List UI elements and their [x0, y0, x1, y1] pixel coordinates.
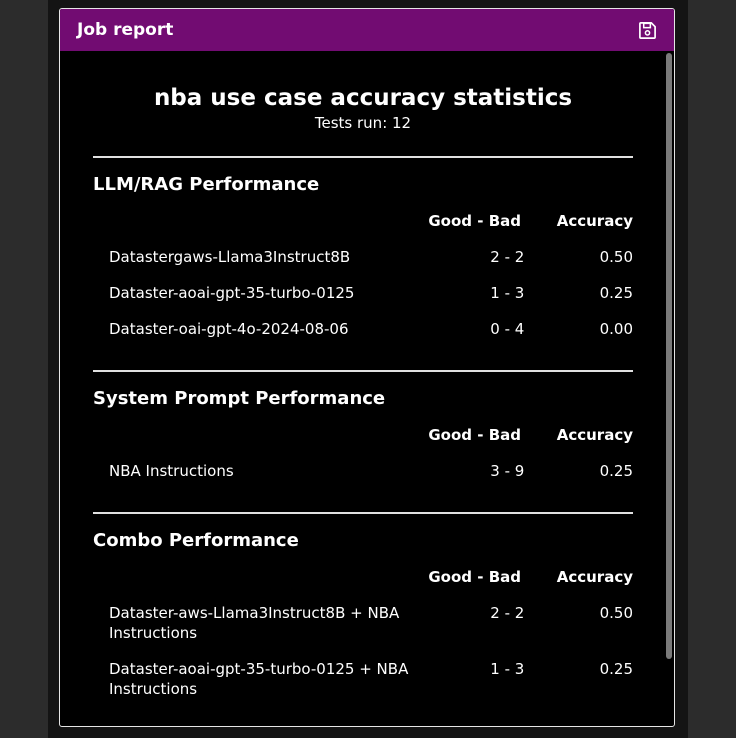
table-row: Datastergaws-Llama3Instruct8B 2 - 2 0.50: [93, 247, 633, 267]
row-good-bad: 1 - 3: [490, 660, 525, 678]
row-accuracy: 0.50: [599, 604, 633, 622]
row-good-bad: 0 - 4: [490, 320, 525, 338]
col-good-bad: Good - Bad: [428, 212, 521, 230]
divider: [93, 370, 633, 372]
col-accuracy: Accuracy: [556, 568, 633, 586]
section-title-prompt: System Prompt Performance: [93, 388, 386, 409]
table-row: Dataster-oai-gpt-4o-2024-08-06 0 - 4 0.0…: [93, 319, 633, 339]
dialog-title: Job report: [77, 20, 174, 40]
row-good-bad: 1 - 3: [490, 284, 525, 302]
row-good-bad: 2 - 2: [490, 604, 525, 622]
row-good-bad: 2 - 2: [490, 248, 525, 266]
section-title-llm: LLM/RAG Performance: [93, 174, 320, 195]
table-row: NBA Instructions 3 - 9 0.25: [93, 461, 633, 481]
col-good-bad: Good - Bad: [428, 426, 521, 444]
row-good-bad: 3 - 9: [490, 462, 525, 480]
table-row: Dataster-aoai-gpt-35-turbo-0125 + NBA In…: [93, 659, 633, 699]
row-name: Dataster-aoai-gpt-35-turbo-0125 + NBA In…: [109, 660, 409, 698]
row-name: NBA Instructions: [109, 462, 234, 480]
col-good-bad: Good - Bad: [428, 568, 521, 586]
section-title-combo: Combo Performance: [93, 530, 299, 551]
row-name: Dataster-aoai-gpt-35-turbo-0125: [109, 284, 355, 302]
job-report-dialog: Job report nba use case accuracy statist…: [59, 8, 675, 727]
table-row: Dataster-aws-Llama3Instruct8B + NBA Inst…: [93, 603, 633, 643]
column-headers: Good - Bad Accuracy: [93, 426, 633, 444]
column-headers: Good - Bad Accuracy: [93, 212, 633, 230]
tests-run: Tests run: 12: [314, 114, 412, 132]
row-accuracy: 0.00: [599, 320, 633, 338]
row-accuracy: 0.25: [599, 462, 633, 480]
row-accuracy: 0.25: [599, 284, 633, 302]
titlebar: Job report: [60, 9, 674, 51]
row-accuracy: 0.50: [599, 248, 633, 266]
column-headers: Good - Bad Accuracy: [93, 568, 633, 586]
report-content: nba use case accuracy statistics Tests r…: [93, 51, 633, 699]
row-name: Dataster-aws-Llama3Instruct8B + NBA Inst…: [109, 604, 400, 642]
col-accuracy: Accuracy: [556, 426, 633, 444]
col-accuracy: Accuracy: [556, 212, 633, 230]
table-row: Dataster-aoai-gpt-35-turbo-0125 1 - 3 0.…: [93, 283, 633, 303]
row-name: Datastergaws-Llama3Instruct8B: [109, 248, 351, 266]
save-button[interactable]: [636, 19, 658, 41]
floppy-disk-icon: [638, 21, 656, 39]
scrollbar[interactable]: [666, 53, 672, 659]
row-name: Dataster-oai-gpt-4o-2024-08-06: [109, 320, 349, 338]
report-title: nba use case accuracy statistics: [153, 85, 573, 111]
row-accuracy: 0.25: [599, 660, 633, 678]
divider: [93, 156, 633, 158]
divider: [93, 512, 633, 514]
